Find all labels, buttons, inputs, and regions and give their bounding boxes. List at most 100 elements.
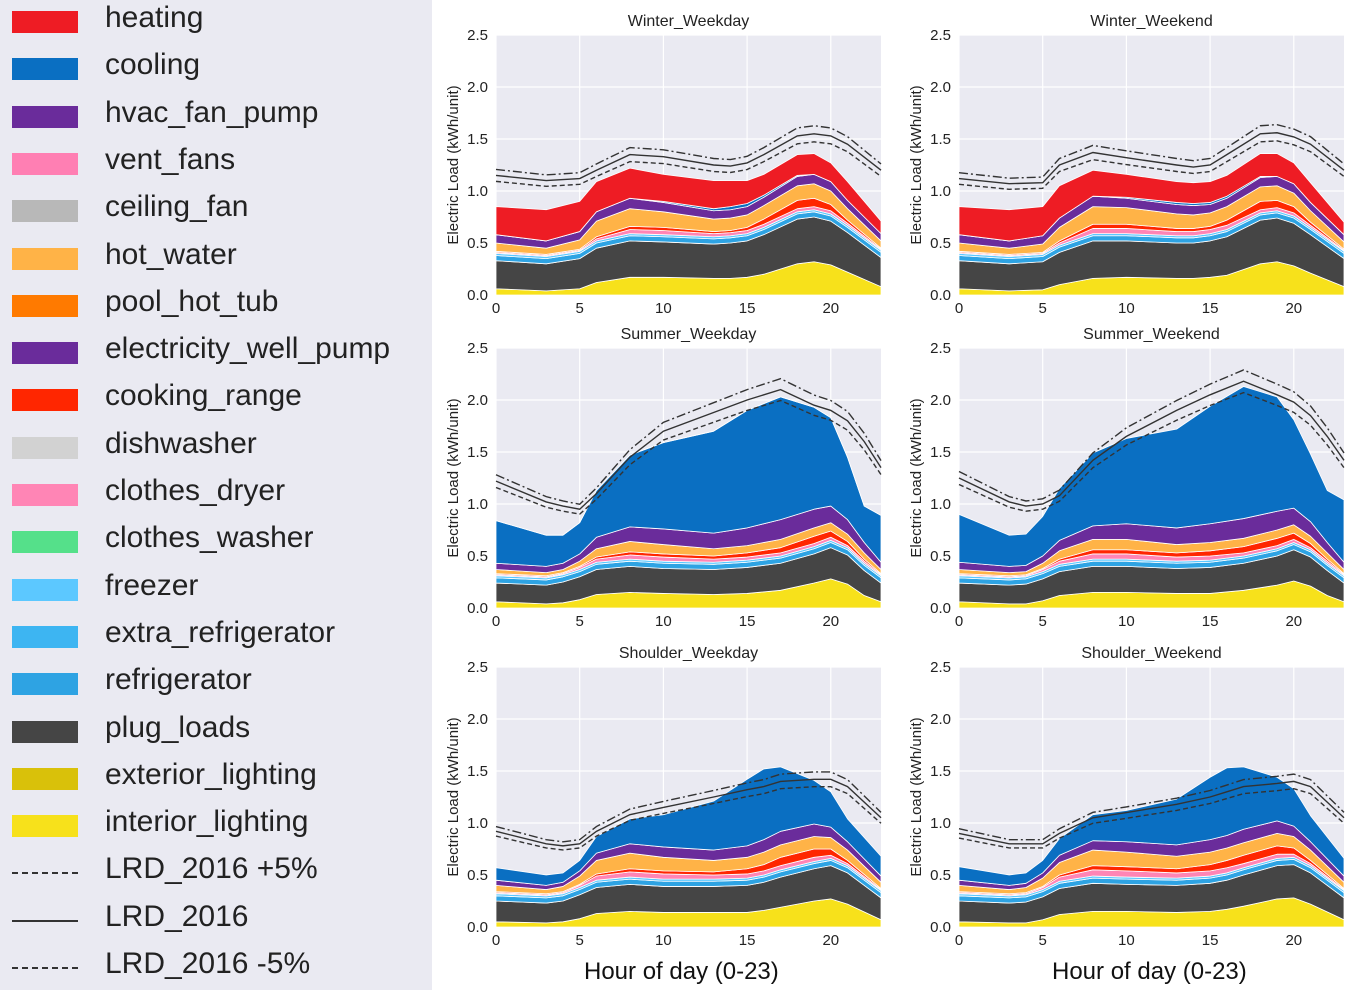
- y-tick-label: 1.5: [930, 763, 951, 780]
- lrd-minus5-line: [495, 399, 882, 515]
- legend-item: ceiling_fan: [0, 189, 432, 236]
- y-tick-label: 1.0: [467, 183, 488, 200]
- legend-swatch: [12, 58, 78, 81]
- x-tick-label: 15: [1202, 300, 1219, 317]
- y-tick-label: 2.5: [930, 27, 951, 44]
- x-tick-label: 5: [576, 300, 584, 317]
- panel-title: Shoulder_Weekday: [619, 645, 758, 662]
- y-tick-label: 2.0: [467, 711, 488, 728]
- lrd-line: [958, 132, 1345, 185]
- x-tick-label: 20: [822, 613, 839, 630]
- x-tick-label: 0: [492, 300, 500, 317]
- legend-swatch: [12, 815, 78, 838]
- legend-label: refrigerator: [105, 663, 252, 697]
- y-tick-label: 1.0: [467, 496, 488, 513]
- legend-item: extra_refrigerator: [0, 615, 432, 662]
- panel-title: Winter_Weekday: [628, 13, 750, 30]
- legend-line-sample: [12, 919, 78, 922]
- legend-label: cooking_range: [105, 379, 302, 413]
- legend-swatch: [12, 767, 78, 790]
- x-tick-label: 10: [1118, 300, 1135, 317]
- legend-label: LRD_2016 -5%: [105, 947, 311, 980]
- legend-swatch: [12, 105, 78, 128]
- legend-label: cooling: [105, 48, 201, 82]
- legend-item: dishwasher: [0, 426, 432, 473]
- y-tick-label: 1.5: [467, 444, 488, 461]
- legend-label: exterior_lighting: [105, 757, 317, 791]
- legend-label: plug_loads: [105, 710, 251, 744]
- area-cooling: [495, 766, 882, 886]
- panel-title: Winter_Weekend: [1090, 13, 1212, 30]
- lrd-minus5-line: [495, 786, 882, 851]
- lrd-line: [958, 780, 1345, 845]
- legend-item: clothes_washer: [0, 520, 432, 567]
- y-tick-label: 0.0: [930, 287, 951, 304]
- lrd-line: [495, 133, 882, 182]
- legend-item: LRD_2016: [0, 899, 432, 946]
- legend-swatch: [12, 247, 78, 270]
- lrd-minus5-line: [958, 140, 1345, 190]
- legend-label: freezer: [105, 568, 199, 602]
- panel-title: Shoulder_Weekend: [1081, 645, 1221, 662]
- legend-label: vent_fans: [105, 142, 236, 176]
- legend-item: cooling: [0, 47, 432, 94]
- x-tick-label: 10: [655, 932, 672, 949]
- y-axis-label: Electric Load (kWh/unit): [908, 398, 925, 557]
- y-tick-label: 0.0: [467, 287, 488, 304]
- y-tick-label: 1.0: [930, 496, 951, 513]
- chart-panel: Winter_Weekend 0.0 0.5 1.0 1.5 2.0 2.5 0 5 10 15 20…: [908, 13, 1345, 317]
- legend-label: LRD_2016: [105, 899, 249, 933]
- legend-swatch: [12, 152, 78, 175]
- y-tick-label: 2.0: [467, 79, 488, 96]
- legend-label: extra_refrigerator: [105, 615, 336, 649]
- chart-panel: Summer_Weekday 0.0 0.5 1.0 1.5 2.0 2.5 0 5 10 15 20…: [445, 326, 882, 630]
- legend-item: interior_lighting: [0, 804, 432, 851]
- legend-swatch: [12, 673, 78, 696]
- x-tick-label: 10: [1118, 932, 1135, 949]
- y-tick-label: 0.5: [467, 867, 488, 884]
- x-tick-label: 20: [1285, 932, 1302, 949]
- legend-item: LRD_2016 +5%: [0, 851, 432, 898]
- x-tick-label: 20: [1285, 300, 1302, 317]
- x-tick-label: 5: [576, 613, 584, 630]
- panel-title: Summer_Weekday: [621, 326, 757, 343]
- legend-item: hot_water: [0, 237, 432, 284]
- y-axis-label: Electric Load (kWh/unit): [908, 85, 925, 244]
- x-tick-label: 20: [822, 300, 839, 317]
- lrd-plus5-line: [495, 771, 882, 843]
- lrd-minus5-line: [958, 787, 1345, 849]
- x-axis-label-left: Hour of day (0-23): [584, 958, 779, 985]
- x-tick-label: 5: [576, 932, 584, 949]
- legend-item: cooking_range: [0, 378, 432, 425]
- area-heating: [495, 396, 882, 536]
- lrd-line: [495, 388, 882, 510]
- y-tick-label: 1.0: [930, 183, 951, 200]
- y-tick-label: 0.5: [930, 235, 951, 252]
- y-axis-label: Electric Load (kWh/unit): [445, 717, 462, 876]
- y-tick-label: 2.5: [930, 659, 951, 676]
- y-tick-label: 0.5: [467, 548, 488, 565]
- y-tick-label: 0.5: [930, 867, 951, 884]
- lrd-plus5-line: [495, 377, 882, 506]
- legend-swatch: [12, 342, 78, 365]
- y-tick-label: 1.0: [467, 815, 488, 832]
- lrd-plus5-line: [495, 125, 882, 176]
- legend-swatch: [12, 625, 78, 648]
- legend-swatch: [12, 720, 78, 743]
- legend-swatch: [12, 200, 78, 223]
- y-tick-label: 2.5: [930, 340, 951, 357]
- legend-item: clothes_dryer: [0, 473, 432, 520]
- legend-item: exterior_lighting: [0, 757, 432, 804]
- x-tick-label: 10: [1118, 613, 1135, 630]
- legend-swatch: [12, 531, 78, 554]
- y-tick-label: 1.5: [930, 131, 951, 148]
- y-tick-label: 1.5: [930, 444, 951, 461]
- x-axis-label-right: Hour of day (0-23): [1052, 958, 1247, 985]
- lrd-plus5-line: [958, 773, 1345, 841]
- x-tick-label: 0: [955, 613, 963, 630]
- y-tick-label: 0.0: [930, 600, 951, 617]
- chart-panel: Shoulder_Weekend 0.0 0.5 1.0 1.5 2.0 2.5 0 5 10 15…: [908, 645, 1345, 949]
- y-tick-label: 2.0: [930, 711, 951, 728]
- legend-label: dishwasher: [105, 426, 257, 460]
